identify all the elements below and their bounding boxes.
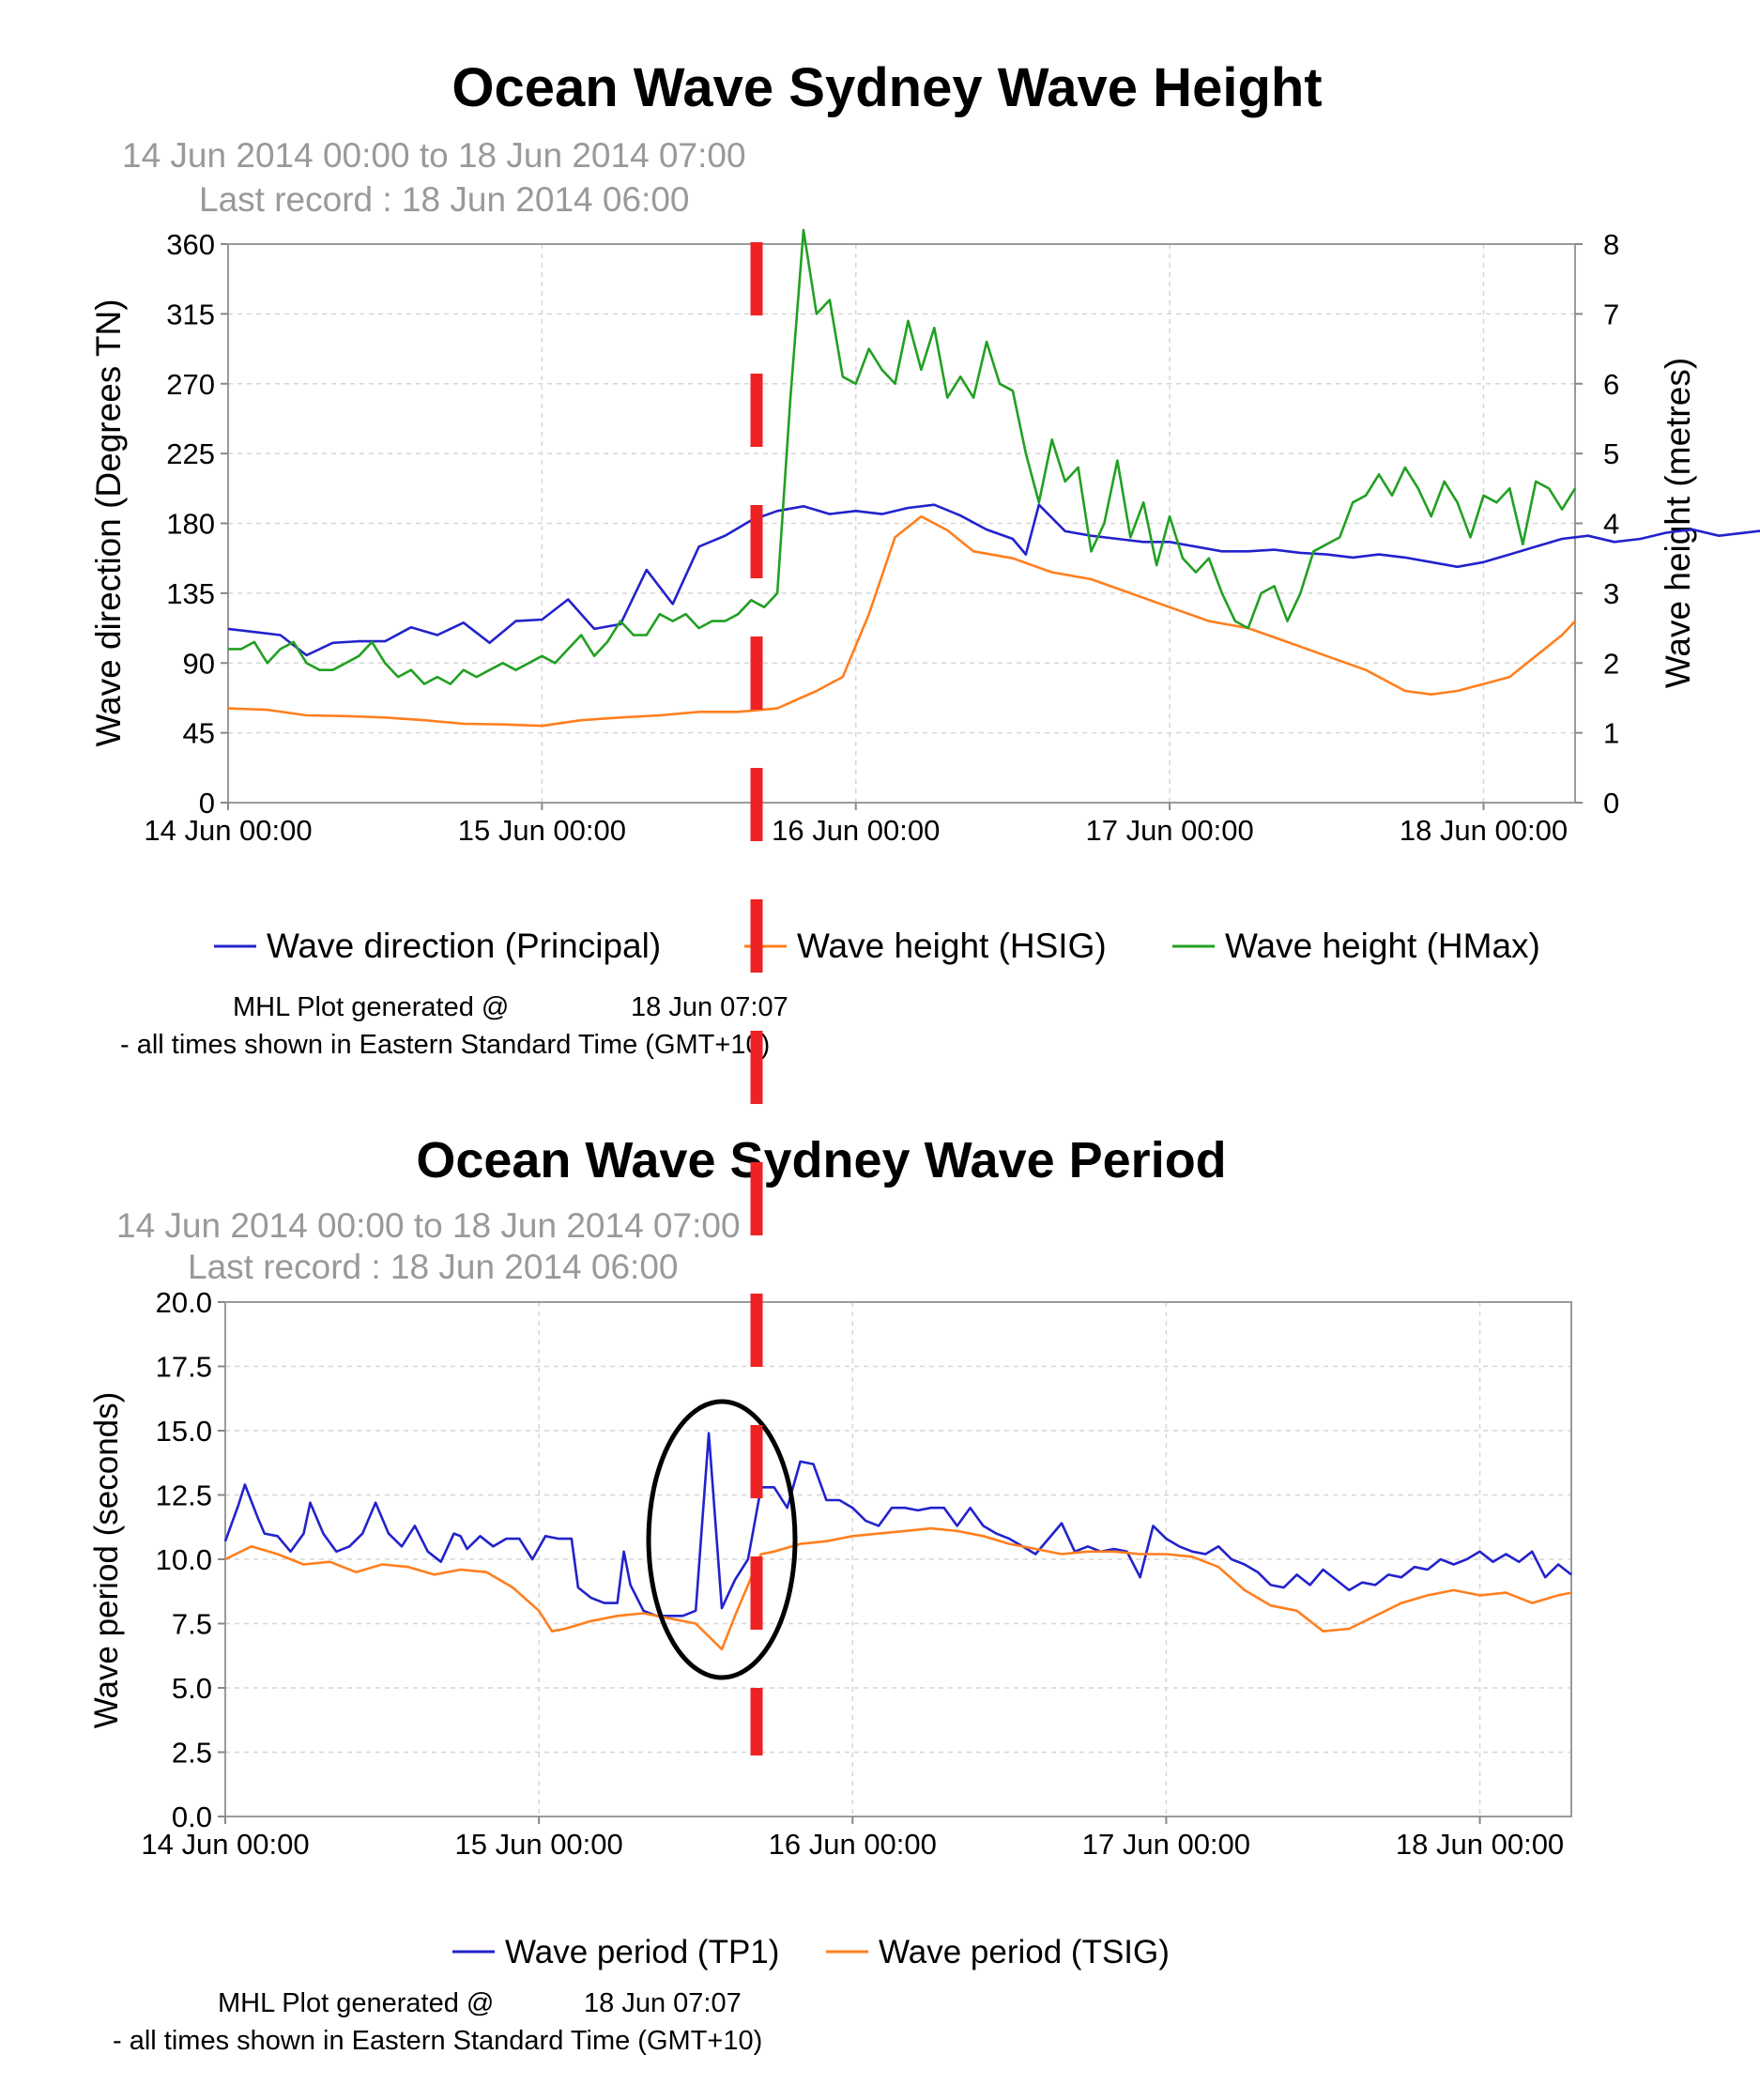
chart-subtitle-range: 14 Jun 2014 00:00 to 18 Jun 2014 07:00: [116, 1206, 741, 1245]
y-tick-label: 315: [166, 298, 215, 330]
x-axis-ticks: 14 Jun 00:00 15 Jun 00:00 16 Jun 00:00 17 J…: [141, 1816, 1564, 1861]
y-tick-label: 12.5: [156, 1479, 212, 1512]
footer-generated-time: 18 Jun 07:07: [631, 992, 788, 1022]
plot-grid: [228, 244, 1575, 803]
x-tick-label: 16 Jun 00:00: [772, 814, 940, 847]
legend: Wave period (TP1) Wave period (TSIG): [452, 1934, 1170, 1970]
legend-label-wave-height-hsig: Wave height (HSIG): [797, 927, 1107, 965]
chart-title: Ocean Wave Sydney Wave Height: [451, 57, 1322, 118]
x-tick-label: 14 Jun 00:00: [141, 1828, 309, 1861]
y-axis-right-ticks: 0 1 2 3 4 5 6 7 8: [1575, 228, 1619, 820]
legend: Wave direction (Principal) Wave height (…: [214, 927, 1540, 965]
y2-tick-label: 6: [1603, 368, 1619, 401]
y-axis-left-label: Wave direction (Degrees TN): [89, 299, 128, 746]
series-line-wave-height-hsig: [227, 514, 1576, 728]
y-tick-label: 7.5: [172, 1608, 212, 1641]
x-tick-label: 18 Jun 00:00: [1396, 1828, 1564, 1861]
footer-timezone-note: - all times shown in Eastern Standard Ti…: [113, 2026, 762, 2056]
y-tick-label: 90: [183, 647, 215, 680]
highlight-ellipse: [646, 1399, 798, 1680]
series-lines: [223, 1432, 1572, 1651]
y-tick-label: 20.0: [156, 1286, 212, 1319]
y-axis-ticks: 0.0 2.5 5.0 7.5 10.0 12.5 15.0 17.5 20.0: [156, 1286, 225, 1833]
legend-label-wave-period-tsig: Wave period (TSIG): [879, 1934, 1170, 1970]
y2-tick-label: 2: [1603, 647, 1619, 680]
y2-tick-label: 3: [1603, 577, 1619, 610]
y2-tick-label: 7: [1603, 298, 1619, 330]
y-axis-label: Wave period (seconds): [88, 1392, 125, 1729]
wave-height-chart: Ocean Wave Sydney Wave Height 14 Jun 201…: [89, 57, 1760, 1060]
legend-label-wave-direction: Wave direction (Principal): [267, 927, 661, 965]
legend-label-wave-period-tp1: Wave period (TP1): [505, 1934, 779, 1970]
footer-generated-label: MHL Plot generated @: [218, 1988, 494, 2018]
footer: MHL Plot generated @ 18 Jun 07:07 - all …: [113, 1988, 762, 2056]
y2-tick-label: 5: [1603, 437, 1619, 470]
y-tick-label: 135: [166, 577, 215, 610]
footer: MHL Plot generated @ 18 Jun 07:07 - all …: [120, 992, 788, 1060]
y-tick-label: 5.0: [172, 1672, 212, 1705]
y-tick-label: 360: [166, 228, 215, 261]
y2-tick-label: 0: [1603, 787, 1619, 820]
y-tick-label: 270: [166, 368, 215, 401]
x-tick-label: 17 Jun 00:00: [1082, 1828, 1250, 1861]
series-line-wave-height-hmax: [228, 228, 1577, 685]
x-tick-label: 14 Jun 00:00: [144, 814, 312, 847]
y-tick-label: 0.0: [172, 1801, 212, 1833]
plot-area: [227, 243, 1576, 804]
y-tick-label: 17.5: [156, 1351, 212, 1384]
x-tick-label: 16 Jun 00:00: [769, 1828, 937, 1861]
x-tick-label: 17 Jun 00:00: [1085, 814, 1253, 847]
y-tick-label: 10.0: [156, 1543, 212, 1576]
y-tick-label: 225: [166, 437, 215, 470]
chart-subtitle-last: Last record : 18 Jun 2014 06:00: [199, 180, 689, 219]
chart-subtitle-range: 14 Jun 2014 00:00 to 18 Jun 2014 07:00: [122, 136, 746, 175]
wave-period-chart: Ocean Wave Sydney Wave Period 14 Jun 201…: [88, 1132, 1572, 2056]
y-tick-label: 180: [166, 508, 215, 541]
legend-label-wave-height-hmax: Wave height (HMax): [1225, 927, 1540, 965]
y-axis-left-ticks: 0 45 90 135 180 225 270 315 360: [166, 228, 228, 820]
plot-grid: [225, 1302, 1571, 1816]
x-axis-ticks: 14 Jun 00:00 15 Jun 00:00 16 Jun 00:00 17 J…: [144, 803, 1568, 847]
y2-tick-label: 8: [1603, 228, 1619, 261]
x-tick-label: 15 Jun 00:00: [458, 814, 626, 847]
chart-subtitle-last: Last record : 18 Jun 2014 06:00: [188, 1248, 678, 1286]
chart-title: Ocean Wave Sydney Wave Period: [416, 1132, 1226, 1188]
y-tick-label: 2.5: [172, 1737, 212, 1770]
y2-tick-label: 4: [1603, 508, 1619, 541]
footer-generated-time: 18 Jun 07:07: [584, 1988, 742, 2018]
series-lines: [227, 228, 1760, 728]
y-tick-label: 45: [183, 717, 215, 750]
footer-generated-label: MHL Plot generated @: [233, 992, 509, 1022]
x-tick-label: 15 Jun 00:00: [455, 1828, 623, 1861]
series-line-wave-period-tsig: [224, 1526, 1572, 1651]
y-tick-label: 15.0: [156, 1415, 212, 1448]
footer-timezone-note: - all times shown in Eastern Standard Ti…: [120, 1030, 770, 1060]
series-line-wave-direction-principal: [227, 503, 1760, 657]
y-axis-right-label: Wave height (metres): [1659, 358, 1697, 688]
series-line-wave-period-tp1: [223, 1432, 1572, 1617]
y2-tick-label: 1: [1603, 717, 1619, 750]
y-tick-label: 0: [199, 787, 215, 820]
plot-area: [224, 1301, 1572, 1817]
x-tick-label: 18 Jun 00:00: [1400, 814, 1568, 847]
